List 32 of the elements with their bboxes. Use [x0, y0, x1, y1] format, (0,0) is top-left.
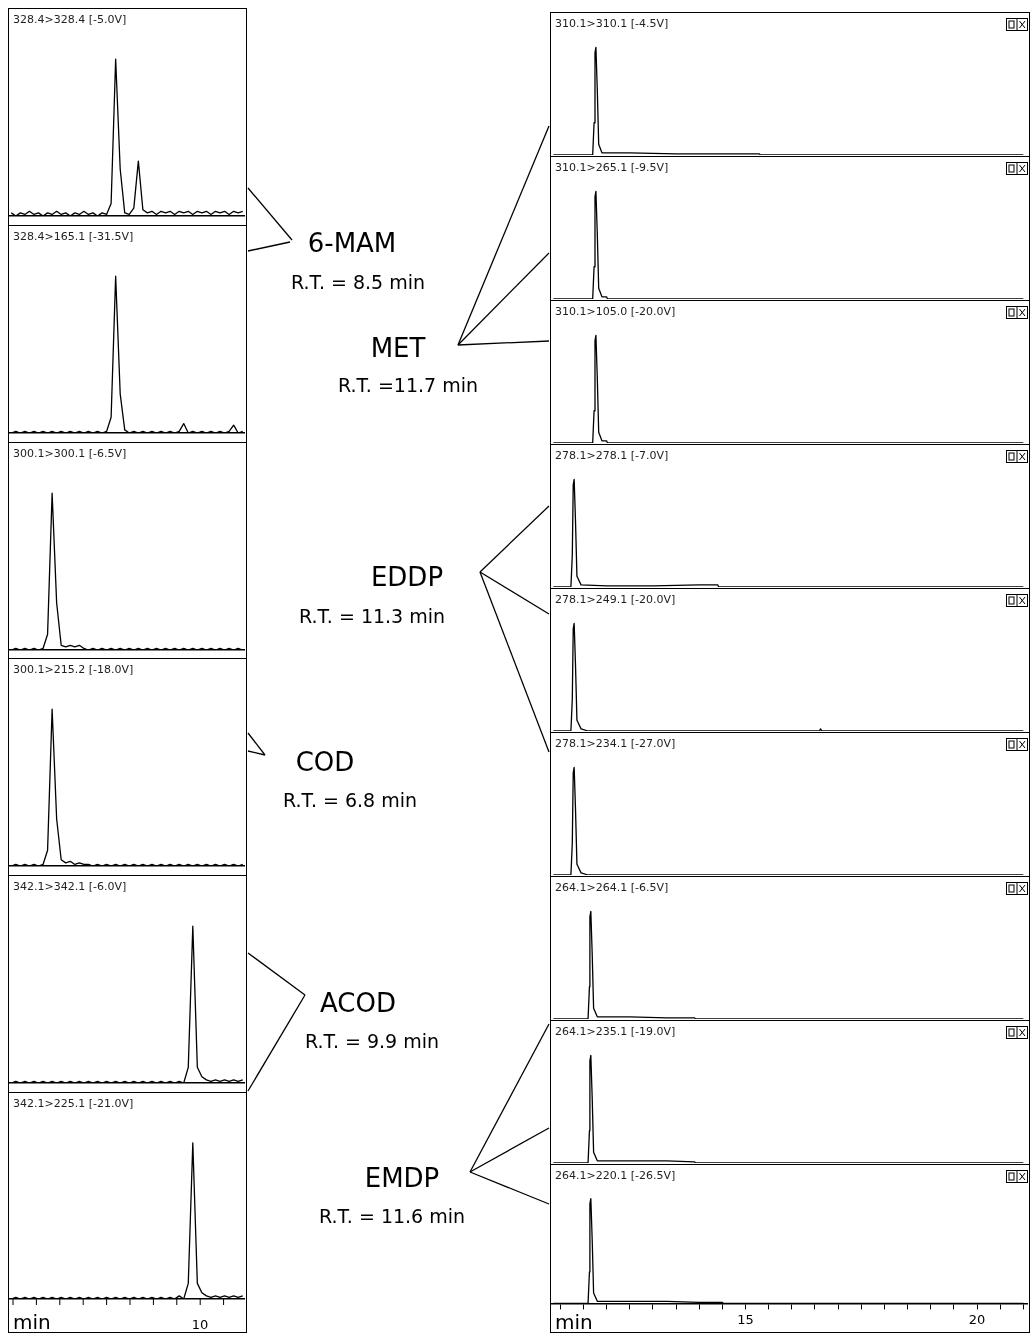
x-tick-label: 15	[737, 1311, 754, 1327]
chart-title: 278.1>278.1 [-7.0V]	[555, 449, 669, 462]
text: ACOD	[320, 988, 396, 1018]
text: EMDP	[364, 1163, 440, 1193]
chart-title: 264.1>220.1 [-26.5V]	[555, 1169, 676, 1182]
text: R.T. = 6.8 min	[282, 789, 418, 811]
chart-title: 342.1>342.1 [-6.0V]	[13, 880, 127, 893]
x-axis-title: min	[555, 1310, 593, 1334]
text: MET	[370, 333, 426, 363]
chart-title: 300.1>215.2 [-18.0V]	[13, 663, 134, 676]
chart-title: 264.1>264.1 [-6.5V]	[555, 881, 669, 894]
chart-title: 278.1>234.1 [-27.0V]	[555, 737, 676, 750]
text: R.T. =11.7 min	[337, 374, 479, 396]
chart-title: 342.1>225.1 [-21.0V]	[13, 1097, 134, 1110]
text: R.T. = 9.9 min	[304, 1030, 440, 1052]
text: R.T. = 11.6 min	[318, 1205, 466, 1227]
chart-title: 310.1>310.1 [-4.5V]	[555, 17, 669, 30]
chart-title: 278.1>249.1 [-20.0V]	[555, 593, 676, 606]
x-tick-label: 20	[968, 1311, 986, 1327]
chart-title: 328.4>165.1 [-31.5V]	[13, 230, 134, 243]
text: EDDP	[370, 562, 444, 592]
x-axis-title: min	[13, 1310, 51, 1334]
chart-title: 328.4>328.4 [-5.0V]	[13, 13, 127, 26]
chart-title: 310.1>105.0 [-20.0V]	[555, 305, 676, 318]
chart-title: 264.1>235.1 [-19.0V]	[555, 1025, 676, 1038]
chart-title: 300.1>300.1 [-6.5V]	[13, 447, 127, 460]
text: R.T. = 8.5 min	[290, 271, 426, 293]
chart-title: 310.1>265.1 [-9.5V]	[555, 161, 669, 174]
text: 6-MAM	[307, 228, 397, 258]
text: 10	[191, 1316, 209, 1332]
text: COD	[295, 747, 355, 777]
text: R.T. = 11.3 min	[298, 605, 446, 627]
